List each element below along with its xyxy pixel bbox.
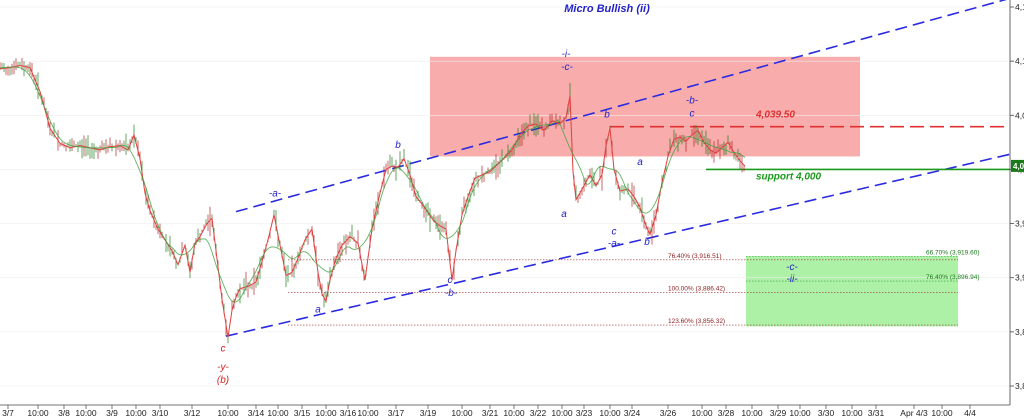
x-tick-label: 10:00 (931, 408, 953, 418)
wave-label: b (395, 140, 401, 151)
y-tick-label: 3,800.00 (1015, 381, 1024, 391)
x-tick-label: 3/16 (340, 408, 357, 418)
wave-label: -ii- (786, 274, 798, 285)
x-tick-label: 3/23 (576, 408, 593, 418)
x-tick-label: 10:00 (789, 408, 811, 418)
wave-label: -i- (562, 49, 572, 60)
x-tick-label: 10:00 (741, 408, 763, 418)
wave-label: b (604, 109, 610, 120)
x-tick-label: 4/4 (964, 408, 976, 418)
y-tick-label: 3,850.00 (1015, 327, 1024, 337)
fib-level-label: 76.40% (3,896.94) (926, 274, 979, 281)
wave-label: a (315, 304, 321, 315)
moving-average-line (0, 66, 746, 303)
x-tick-label: 10:00 (125, 408, 147, 418)
x-tick-label: 3/8 (58, 408, 70, 418)
resistance-level-label: 4,039.50 (755, 110, 795, 121)
current-price-label: 4,003.25 (1013, 162, 1024, 171)
x-tick-label: 3/29 (770, 408, 787, 418)
x-tick-label: 3/14 (248, 408, 265, 418)
x-tick-label: 3/10 (152, 408, 169, 418)
upper-channel-line (235, 0, 1007, 213)
x-tick-label: 3/15 (294, 408, 311, 418)
wave-label: a (561, 209, 567, 220)
x-tick-label: 10:00 (691, 408, 713, 418)
chart-title: Micro Bullish (ii) (564, 3, 650, 15)
wave-label: c (448, 275, 453, 286)
wave-label: -a- (608, 238, 621, 249)
x-tick-label: Apr 4/3 (900, 408, 928, 418)
target-zone (746, 256, 958, 327)
wave-label: -y- (217, 362, 229, 373)
x-tick-label: 3/19 (420, 408, 437, 418)
x-tick-label: 3/31 (868, 408, 885, 418)
fib-level-label: 76.40% (3,916.51) (668, 253, 721, 260)
x-tick-label: 10:00 (551, 408, 573, 418)
x-tick-label: 10:00 (217, 408, 239, 418)
x-tick-label: 10:00 (27, 408, 49, 418)
x-tick-label: 10:00 (503, 408, 525, 418)
x-tick-label: 10:00 (267, 408, 289, 418)
wave-label: b (644, 237, 650, 248)
wave-label: a (637, 157, 643, 168)
wave-label: -b- (445, 288, 458, 299)
x-tick-label: 3/21 (482, 408, 499, 418)
x-tick-label: 10:00 (357, 408, 379, 418)
x-tick-label: 10:00 (451, 408, 473, 418)
x-tick-label: 10:00 (315, 408, 337, 418)
x-tick-label: 3/24 (624, 408, 641, 418)
x-tick-label: 3/30 (818, 408, 835, 418)
x-tick-label: 10:00 (599, 408, 621, 418)
y-tick-label: 4,050.00 (1015, 110, 1024, 120)
fib-level-label: 66.70% (3,919.60) (926, 249, 979, 256)
lower-channel-line (225, 153, 1011, 337)
y-tick-label: 3,950.00 (1015, 219, 1024, 229)
x-tick-label: 3/26 (660, 408, 677, 418)
wave-label: -a- (269, 189, 282, 200)
x-tick-label: 3/28 (718, 408, 735, 418)
wave-label: (b) (217, 375, 229, 386)
y-tick-label: 4,150.00 (1015, 2, 1024, 12)
x-tick-label: 10:00 (841, 408, 863, 418)
x-tick-label: 3/7 (2, 408, 14, 418)
x-tick-label: 3/9 (106, 408, 118, 418)
y-tick-label: 3,900.00 (1015, 273, 1024, 283)
wave-label: c (221, 343, 226, 354)
wave-label: -b- (686, 95, 699, 106)
wave-label: c (612, 226, 617, 237)
x-tick-label: 10:00 (75, 408, 97, 418)
wave-label: c (690, 108, 695, 119)
wave-label: -c- (786, 262, 798, 273)
wave-label: -c- (561, 62, 573, 73)
x-tick-label: 3/17 (388, 408, 405, 418)
fib-level-label: 123.60% (3,856.32) (668, 318, 725, 325)
x-tick-label: 3/22 (530, 408, 547, 418)
fib-level-label: 100.00% (3,886.42) (668, 285, 725, 292)
resistance-zone (430, 56, 860, 157)
y-tick-label: 4,100.00 (1015, 56, 1024, 66)
support-level-label: support 4,000 (756, 171, 821, 182)
x-tick-label: 3/12 (184, 408, 201, 418)
current-price-badge (1011, 159, 1024, 172)
